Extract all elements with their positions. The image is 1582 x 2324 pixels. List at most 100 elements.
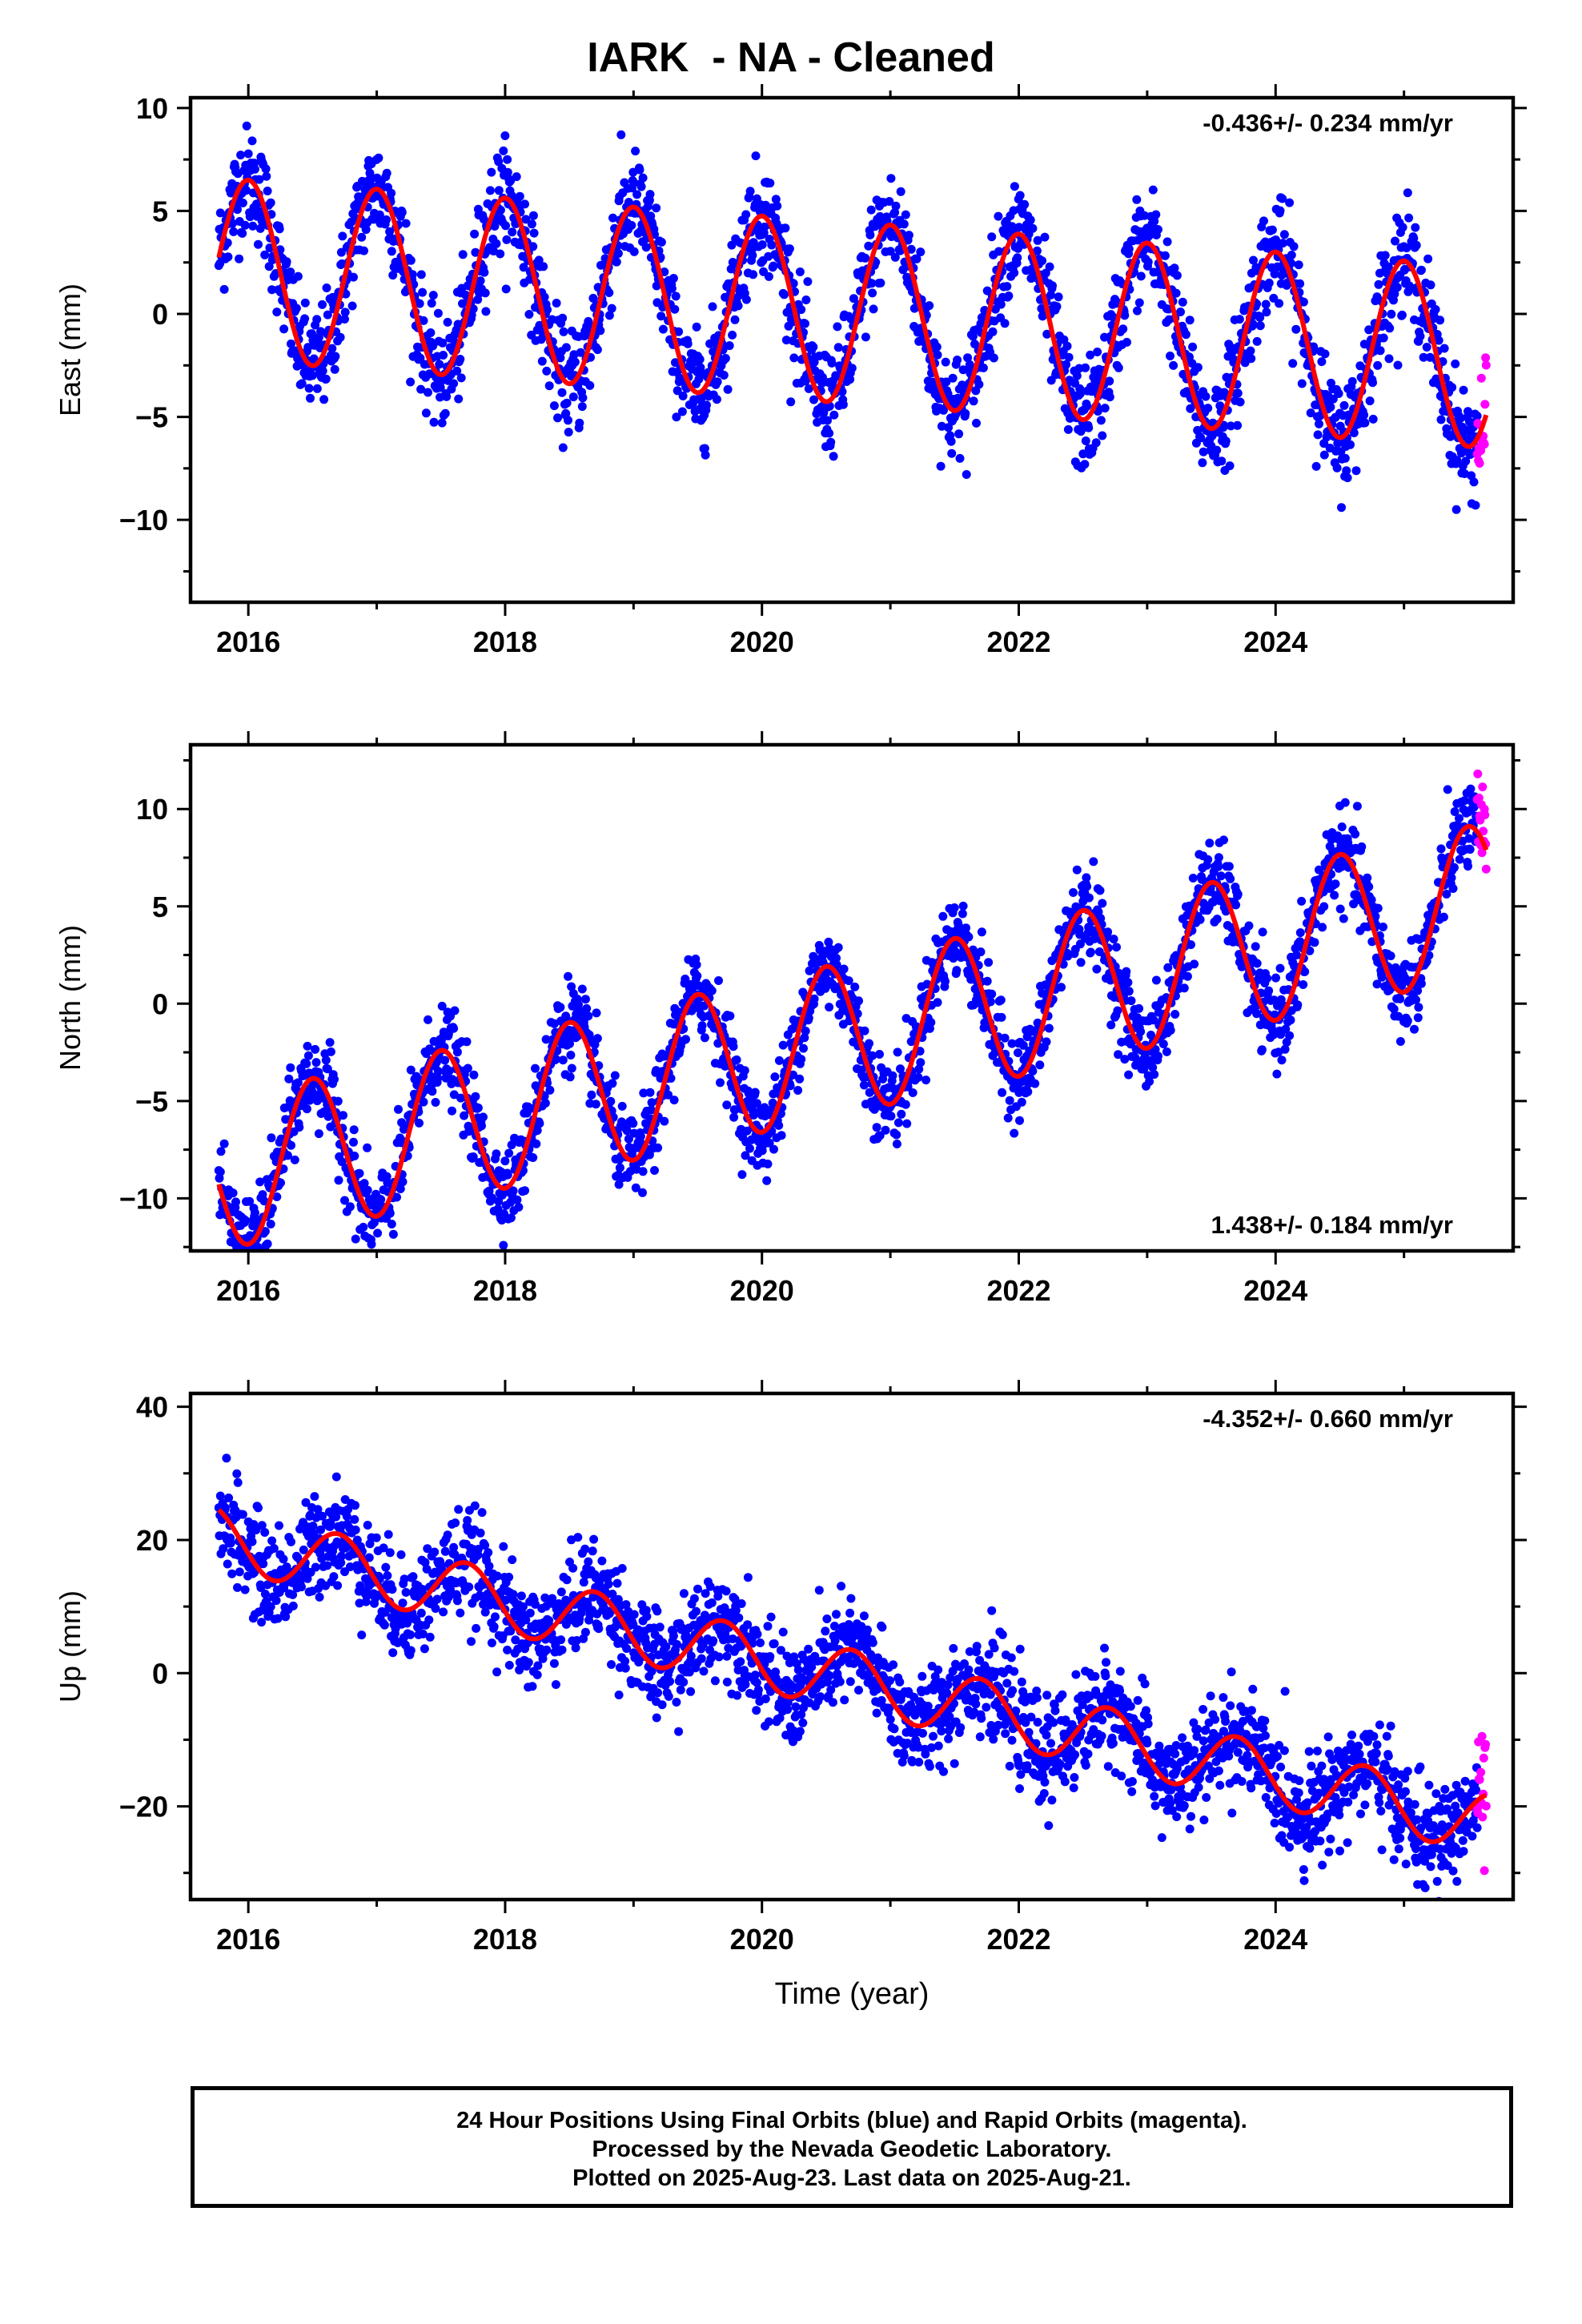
data-point [1452, 505, 1461, 514]
data-point [1310, 938, 1319, 947]
data-point [1363, 873, 1372, 883]
data-point [537, 356, 547, 366]
data-point [271, 1596, 281, 1606]
rapid-point [1473, 769, 1483, 778]
data-point [860, 1026, 869, 1035]
data-point [580, 995, 590, 1004]
data-point [1166, 352, 1174, 360]
data-point [781, 223, 790, 233]
data-point [1172, 271, 1182, 280]
data-point [832, 960, 841, 970]
data-point [757, 240, 767, 249]
data-point [323, 1064, 332, 1074]
data-point [1244, 921, 1254, 931]
data-point [646, 1105, 656, 1115]
data-point [551, 1055, 560, 1064]
data-point [387, 1220, 396, 1228]
data-point [786, 397, 796, 407]
data-point [532, 1126, 542, 1136]
data-point [1170, 263, 1179, 273]
data-point [948, 373, 958, 383]
data-point [1201, 392, 1211, 401]
data-point [1106, 1020, 1116, 1030]
data-point [825, 1003, 834, 1012]
data-point [561, 408, 571, 418]
data-point [1340, 453, 1350, 463]
data-point [1373, 360, 1383, 370]
east-data [214, 121, 1491, 514]
data-point [531, 1063, 540, 1073]
data-point [1456, 448, 1466, 458]
data-point [1403, 1016, 1412, 1026]
data-point [1275, 206, 1285, 215]
data-point [424, 1015, 432, 1024]
data-point [700, 444, 709, 453]
data-point [723, 384, 733, 394]
data-point [1380, 251, 1390, 260]
data-point [286, 1063, 295, 1072]
data-point [528, 242, 538, 251]
data-point [1413, 1013, 1423, 1023]
data-point [987, 232, 997, 242]
data-point [444, 1066, 454, 1076]
data-point [1351, 830, 1360, 838]
data-point [1464, 862, 1472, 871]
data-point [653, 1143, 663, 1152]
data-point [1148, 185, 1158, 195]
data-point [608, 213, 617, 223]
data-point [604, 288, 614, 297]
data-point [1384, 354, 1394, 364]
data-point [558, 1055, 568, 1065]
data-point [247, 136, 257, 146]
data-point [1306, 408, 1315, 418]
data-point [762, 1176, 772, 1185]
rapid-point [1474, 793, 1484, 802]
data-point [1373, 903, 1383, 913]
data-point [1203, 404, 1213, 413]
data-point [1114, 1050, 1123, 1059]
x-tick-label: 2022 [986, 625, 1050, 658]
data-point [238, 1259, 247, 1268]
data-point [578, 393, 588, 403]
data-point [1377, 972, 1387, 982]
data-point [645, 190, 655, 199]
data-point [576, 348, 585, 357]
data-point [804, 1013, 813, 1023]
data-point [764, 271, 773, 281]
data-point [1000, 319, 1010, 328]
data-point [223, 252, 233, 262]
rapid-point [1481, 353, 1491, 363]
data-point [1231, 900, 1241, 910]
data-point [1411, 995, 1420, 1004]
x-tick-label: 2024 [1243, 625, 1307, 658]
data-point [463, 1063, 472, 1073]
data-point [334, 1176, 343, 1185]
data-point [707, 986, 717, 995]
data-point [385, 1208, 395, 1218]
data-point [627, 220, 636, 230]
data-point [452, 366, 462, 376]
data-point [859, 1080, 869, 1090]
data-point [1205, 838, 1215, 848]
data-point [752, 1099, 761, 1108]
data-point [638, 173, 648, 183]
data-point [552, 299, 561, 308]
data-point [629, 178, 638, 187]
data-point [1078, 449, 1088, 459]
data-point [568, 392, 578, 402]
data-point [408, 270, 417, 279]
data-point [636, 1132, 645, 1141]
data-point [1295, 928, 1305, 938]
data-point [740, 1066, 749, 1076]
data-point [1182, 971, 1192, 981]
data-point [215, 1491, 225, 1501]
data-point [978, 363, 988, 372]
rapid-point [1481, 864, 1491, 874]
data-point [1422, 343, 1431, 352]
data-point [1251, 942, 1260, 951]
data-point [339, 1111, 347, 1120]
data-point [512, 172, 521, 182]
data-point [1267, 225, 1277, 235]
data-point [916, 247, 926, 257]
data-point [1093, 348, 1102, 356]
